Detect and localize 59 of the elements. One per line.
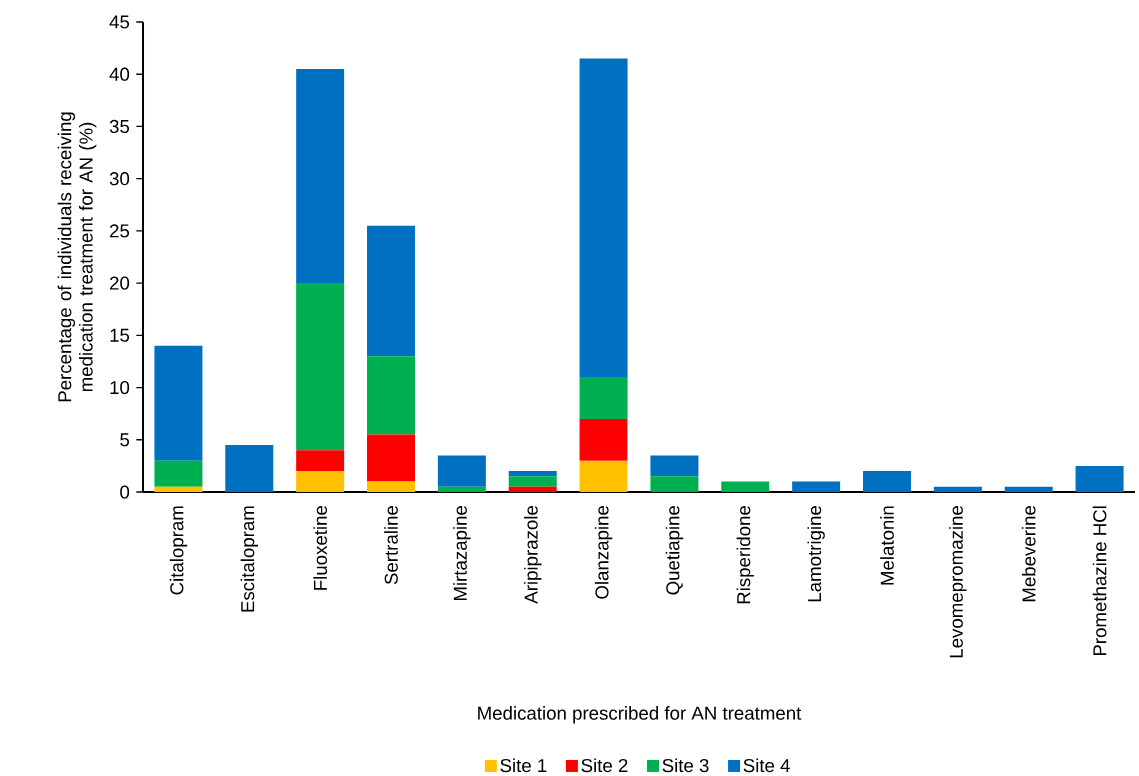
bar <box>579 377 628 419</box>
bar <box>296 69 345 284</box>
bar <box>296 450 345 472</box>
x-tick-label: Risperidone <box>736 506 754 604</box>
bar <box>508 476 557 487</box>
bar <box>225 445 274 492</box>
bar <box>1004 486 1053 492</box>
legend-label: Site 4 <box>743 758 790 773</box>
bar <box>296 283 345 451</box>
bar <box>367 225 415 357</box>
x-tick-label: Escitalopram <box>240 506 258 612</box>
x-tick-label: Promethazine HCl <box>1092 506 1107 656</box>
y-tick-label: 40 <box>109 67 130 81</box>
y-axis-title: Percentage of individuals receiving medication treatment for AN (%) <box>57 112 97 402</box>
x-tick-label: Quetiapine <box>665 506 684 595</box>
bar <box>296 471 345 492</box>
x-tick-label: Aripiprazole <box>524 506 542 604</box>
y-tick-label: 15 <box>110 328 130 342</box>
bar <box>650 455 699 477</box>
bar <box>508 471 557 477</box>
bar <box>579 460 628 492</box>
x-axis-title: Medication prescribed for AN treatment <box>478 706 802 724</box>
legend-label: Site 1 <box>500 758 547 773</box>
bar <box>933 486 982 492</box>
bar <box>367 356 415 435</box>
x-tick-label: Mebeverine <box>1021 506 1036 602</box>
bar <box>437 486 486 492</box>
bar <box>154 345 203 461</box>
bar <box>154 460 203 487</box>
bar <box>721 481 770 492</box>
legend-label: Site 3 <box>662 758 709 773</box>
bar <box>367 434 415 482</box>
x-tick-label: Citalopram <box>169 506 188 595</box>
x-tick-label: Melatonin <box>880 506 894 585</box>
bar <box>579 418 628 461</box>
bar <box>367 481 415 492</box>
y-tick-label: 20 <box>110 276 130 290</box>
bar <box>579 58 628 378</box>
y-tick-label: 25 <box>110 224 130 238</box>
x-tick-label: Olanzapine <box>594 506 613 599</box>
y-tick-label: 35 <box>109 119 130 134</box>
y-tick-label: 5 <box>120 433 130 447</box>
bar <box>650 476 699 492</box>
bar <box>1075 465 1124 492</box>
x-tick-label: Mirtazapine <box>453 506 471 601</box>
legend-label: Site 2 <box>581 758 628 773</box>
y-tick-label: 10 <box>110 380 130 395</box>
bar <box>154 486 203 492</box>
bar <box>863 471 912 492</box>
x-tick-label: Fluoxetine <box>313 506 328 590</box>
x-tick-label: Levomepromazine <box>949 506 967 658</box>
y-tick-label: 30 <box>109 172 130 186</box>
bar <box>508 486 557 492</box>
x-tick-label: Lamotrigine <box>807 506 825 602</box>
y-tick-label: 45 <box>109 15 130 29</box>
bar <box>792 481 841 492</box>
y-tick-label: 0 <box>120 485 130 499</box>
x-tick-label: Sertraline <box>384 505 398 585</box>
bar <box>437 455 486 487</box>
